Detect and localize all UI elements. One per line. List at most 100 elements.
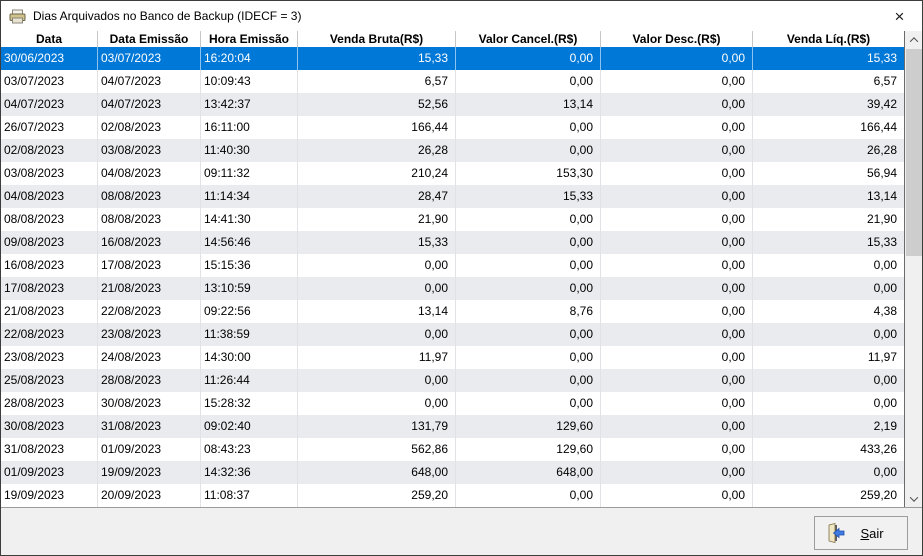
table-cell: 13:10:59 <box>201 277 298 300</box>
table-cell: 0,00 <box>456 484 601 507</box>
table-cell: 52,56 <box>298 93 456 116</box>
table-cell: 26/07/2023 <box>1 116 98 139</box>
grid-area: Data Data Emissão Hora Emissão Venda Bruta(… <box>1 31 922 507</box>
table-row[interactable]: 26/07/2023 02/08/2023 16:11:00 166,44 0,00 0,… <box>1 116 904 139</box>
table-row[interactable]: 19/09/2023 20/09/2023 11:08:37 259,20 0,00 0,… <box>1 484 904 507</box>
table-cell: 0,00 <box>873 465 897 479</box>
table-cell: 0,00 <box>601 185 753 208</box>
table-cell: 02/08/2023 <box>1 139 98 162</box>
table-cell: 11,97 <box>867 350 897 364</box>
table-cell: 0,00 <box>601 461 753 484</box>
table-row[interactable]: 30/06/2023 03/07/2023 16:20:04 15,33 0,00 0,0… <box>1 47 904 70</box>
table-cell: 14:41:30 <box>201 208 298 231</box>
table-cell: 24/08/2023 <box>98 346 201 369</box>
table-cell: 562,86 <box>298 438 456 461</box>
table-cell: 26,28 <box>298 139 456 162</box>
exit-button-label: Sair <box>860 525 884 541</box>
table-cell: 03/07/2023 <box>98 47 201 70</box>
column-header-5[interactable]: Valor Desc.(R$) <box>601 31 753 47</box>
table-cell: 16/08/2023 <box>98 231 201 254</box>
table-cell: 11:40:30 <box>201 139 298 162</box>
column-header-0[interactable]: Data <box>1 31 98 47</box>
table-cell: 03/08/2023 <box>1 162 98 185</box>
table-cell: 11:14:34 <box>201 185 298 208</box>
table-row[interactable]: 31/08/2023 01/09/2023 08:43:23 562,86 129,60… <box>1 438 904 461</box>
table-cell: 30/06/2023 <box>1 47 98 70</box>
table-cell: 21/08/2023 <box>98 277 201 300</box>
table-cell: 0,00 <box>456 392 601 415</box>
table-cell: 30/08/2023 <box>98 392 201 415</box>
column-header-4[interactable]: Valor Cancel.(R$) <box>456 31 601 47</box>
table-row[interactable]: 03/08/2023 04/08/2023 09:11:32 210,24 153,30… <box>1 162 904 185</box>
table-cell: 0,00 <box>456 70 601 93</box>
table-cell: 11:26:44 <box>201 369 298 392</box>
scroll-down-icon[interactable] <box>906 490 922 507</box>
exit-door-icon <box>828 523 845 543</box>
table-cell: 26,28 <box>866 143 897 157</box>
table-cell: 0,00 <box>298 392 456 415</box>
table-row[interactable]: 30/08/2023 31/08/2023 09:02:40 131,79 129,60… <box>1 415 904 438</box>
table-cell: 0,00 <box>601 300 753 323</box>
table-cell: 0,00 <box>456 346 601 369</box>
table-cell: 6,57 <box>873 74 897 88</box>
table-cell: 0,00 <box>456 47 601 70</box>
table-cell: 23/08/2023 <box>98 323 201 346</box>
table-cell: 0,00 <box>456 139 601 162</box>
table-row[interactable]: 21/08/2023 22/08/2023 09:22:56 13,14 8,76 0,0… <box>1 300 904 323</box>
table-row[interactable]: 22/08/2023 23/08/2023 11:38:59 0,00 0,00 0,00… <box>1 323 904 346</box>
column-header-6[interactable]: Venda Líq.(R$) <box>786 32 871 46</box>
table-cell: 15,33 <box>866 51 897 65</box>
vertical-scrollbar[interactable] <box>904 31 922 507</box>
table-row[interactable]: 17/08/2023 21/08/2023 13:10:59 0,00 0,00 0,00… <box>1 277 904 300</box>
table-row[interactable]: 16/08/2023 17/08/2023 15:15:36 0,00 0,00 0,00… <box>1 254 904 277</box>
table-row[interactable]: 04/08/2023 08/08/2023 11:14:34 28,47 15,33 0,… <box>1 185 904 208</box>
table-row[interactable]: 23/08/2023 24/08/2023 14:30:00 11,97 0,00 0,0… <box>1 346 904 369</box>
table-cell: 210,24 <box>298 162 456 185</box>
column-header-3[interactable]: Venda Bruta(R$) <box>298 31 456 47</box>
table-row[interactable]: 25/08/2023 28/08/2023 11:26:44 0,00 0,00 0,00… <box>1 369 904 392</box>
table-cell: 10:09:43 <box>201 70 298 93</box>
close-icon[interactable]: × <box>894 6 905 26</box>
table-row[interactable]: 02/08/2023 03/08/2023 11:40:30 26,28 0,00 0,0… <box>1 139 904 162</box>
table-cell: 13,14 <box>298 300 456 323</box>
table-row[interactable]: 03/07/2023 04/07/2023 10:09:43 6,57 0,00 0,00… <box>1 70 904 93</box>
table-cell: 0,00 <box>601 415 753 438</box>
column-header-1[interactable]: Data Emissão <box>98 31 201 47</box>
footer-panel: Sair <box>1 507 922 555</box>
table-cell: 8,76 <box>456 300 601 323</box>
table-cell: 0,00 <box>456 277 601 300</box>
table-cell: 0,00 <box>298 323 456 346</box>
table-cell: 153,30 <box>456 162 601 185</box>
exit-button[interactable]: Sair <box>814 516 908 550</box>
table-cell: 0,00 <box>601 139 753 162</box>
table-cell: 4,38 <box>873 304 897 318</box>
table-cell: 259,20 <box>860 488 897 502</box>
table-row[interactable]: 08/08/2023 08/08/2023 14:41:30 21,90 0,00 0,0… <box>1 208 904 231</box>
table-cell: 04/08/2023 <box>98 162 201 185</box>
table-cell: 11:38:59 <box>201 323 298 346</box>
table-row[interactable]: 09/08/2023 16/08/2023 14:56:46 15,33 0,00 0,0… <box>1 231 904 254</box>
table-cell: 16:11:00 <box>201 116 298 139</box>
table-cell: 09:02:40 <box>201 415 298 438</box>
printer-icon <box>9 9 26 23</box>
table-cell: 0,00 <box>601 208 753 231</box>
titlebar[interactable]: Dias Arquivados no Banco de Backup (IDEC… <box>1 1 922 31</box>
table-cell: 0,00 <box>298 369 456 392</box>
column-header-2[interactable]: Hora Emissão <box>201 31 298 47</box>
scrollbar-thumb[interactable] <box>906 49 922 256</box>
table-row[interactable]: 04/07/2023 04/07/2023 13:42:37 52,56 13,14 0,… <box>1 93 904 116</box>
table-cell: 15,33 <box>456 185 601 208</box>
table-cell: 129,60 <box>456 415 601 438</box>
table-cell: 03/07/2023 <box>1 70 98 93</box>
table-cell: 11:08:37 <box>201 484 298 507</box>
table-cell: 19/09/2023 <box>1 484 98 507</box>
table-cell: 15,33 <box>866 235 897 249</box>
table-cell: 11,97 <box>298 346 456 369</box>
table-body: 30/06/2023 03/07/2023 16:20:04 15,33 0,00 0,0… <box>1 47 904 507</box>
table-row[interactable]: 28/08/2023 30/08/2023 15:28:32 0,00 0,00 0,00… <box>1 392 904 415</box>
table-row[interactable]: 01/09/2023 19/09/2023 14:32:36 648,00 648,00… <box>1 461 904 484</box>
table-cell: 09:11:32 <box>201 162 298 185</box>
scroll-up-icon[interactable] <box>906 31 922 48</box>
table-cell: 0,00 <box>873 281 897 295</box>
table-cell: 17/08/2023 <box>98 254 201 277</box>
